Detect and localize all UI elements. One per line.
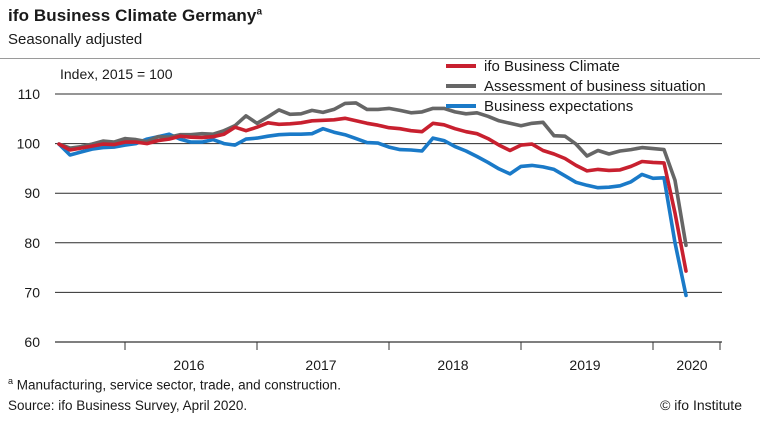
x-year-label: 2018 — [437, 357, 468, 373]
x-year-label: 2019 — [569, 357, 600, 373]
copyright: © ifo Institute — [660, 397, 742, 413]
y-tick-label: 60 — [24, 334, 40, 350]
title-divider — [0, 58, 760, 59]
y-tick-label: 80 — [24, 235, 40, 251]
series-line-ifo-business-climate — [57, 116, 688, 273]
legend-label: Business expectations — [484, 98, 633, 115]
y-tick-label: 100 — [17, 136, 41, 152]
series-line-assessment-of-business-situation — [57, 101, 688, 248]
x-year-label: 2016 — [173, 357, 204, 373]
x-year-label: 2017 — [305, 357, 336, 373]
x-year-label: 2020 — [676, 357, 707, 373]
footnote: a Manufacturing, service sector, trade, … — [8, 376, 341, 393]
source-note: Source: ifo Business Survey, April 2020. — [8, 398, 248, 413]
legend-label: ifo Business Climate — [484, 58, 620, 75]
x-axis: 2016 2017 2018 2019 2020 — [124, 342, 721, 373]
y-tick-labels: 60 70 80 90 100 110 — [17, 86, 41, 350]
legend: ifo Business Climate Assessment of busine… — [446, 58, 706, 115]
y-axis-label: Index, 2015 = 100 — [60, 66, 173, 82]
series-lines — [57, 101, 688, 298]
y-tick-label: 70 — [24, 284, 40, 300]
y-tick-label: 90 — [24, 185, 40, 201]
chart-subtitle: Seasonally adjusted — [8, 31, 143, 48]
y-tick-label: 110 — [18, 86, 41, 102]
gridlines — [55, 93, 722, 343]
legend-label: Assessment of business situation — [484, 78, 706, 95]
chart-title: ifo Business Climate Germanya — [8, 6, 263, 25]
